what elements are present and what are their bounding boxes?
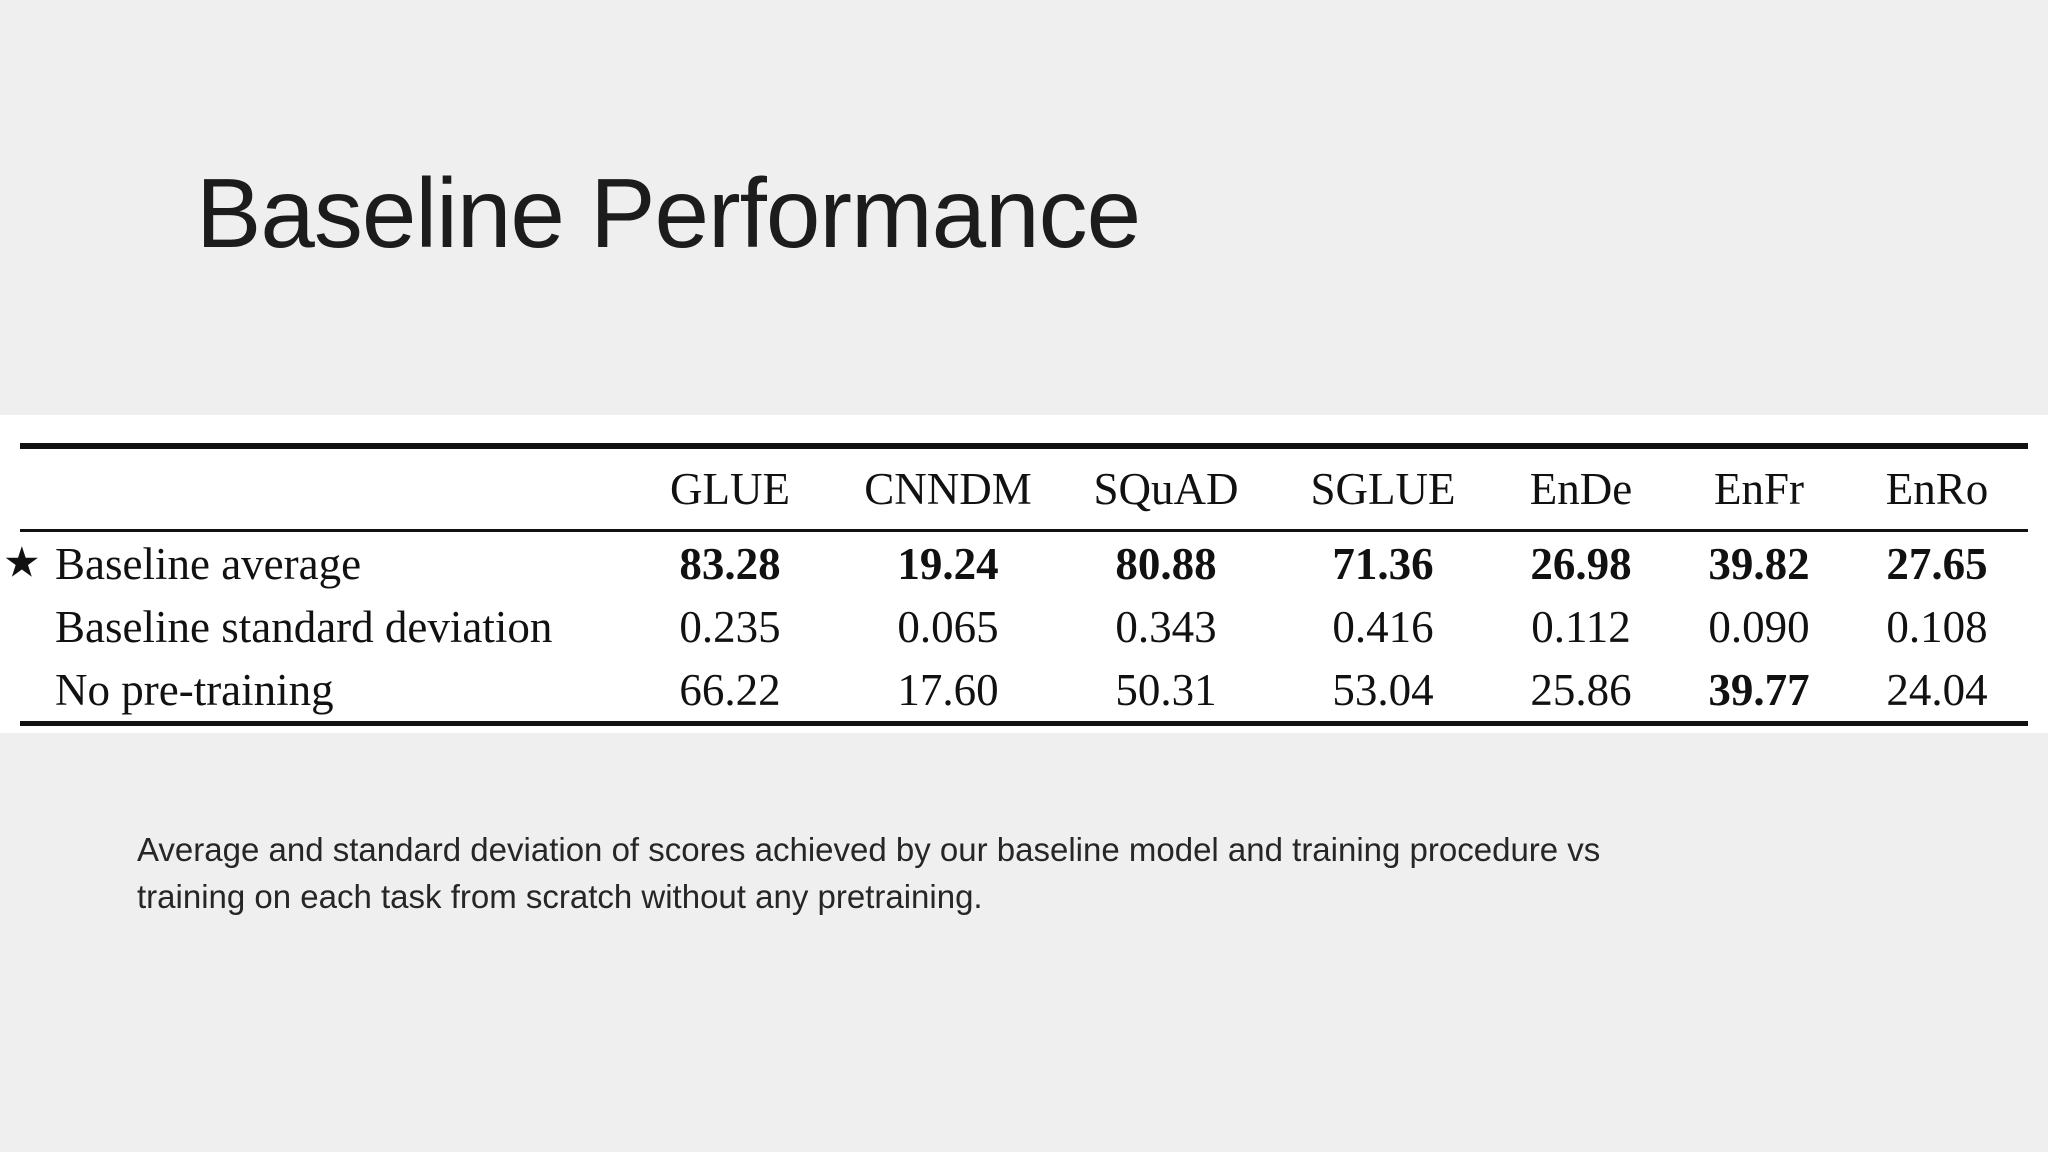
table-panel: GLUE CNNDM SQuAD SGLUE EnDe EnFr EnRo ★ … — [0, 415, 2048, 733]
cell-sglue: 53.04 — [1332, 664, 1434, 715]
cell-glue: 0.235 — [679, 601, 781, 652]
cell-sglue: 71.36 — [1332, 538, 1434, 589]
row-label: Baseline standard deviation — [55, 601, 553, 652]
table-row-baseline-average: ★ Baseline average 83.28 19.24 80.88 71.… — [3, 531, 2028, 596]
cell-enfr: 39.82 — [1708, 538, 1810, 589]
caption-line-1: Average and standard deviation of scores… — [137, 831, 1601, 868]
table-row-no-pretraining: No pre-training 66.22 17.60 50.31 53.04 … — [20, 658, 2028, 724]
row-label-cell: ★ Baseline average — [3, 531, 620, 596]
table-row-baseline-stddev: Baseline standard deviation 0.235 0.065 … — [20, 595, 2028, 658]
column-header-sglue: SGLUE — [1276, 446, 1490, 532]
column-header-enro: EnRo — [1846, 446, 2028, 532]
cell-glue: 66.22 — [679, 664, 781, 715]
cell-cnndm: 17.60 — [897, 664, 999, 715]
cell-squad: 80.88 — [1115, 538, 1217, 589]
row-label: No pre-training — [55, 664, 334, 715]
cell-enfr: 39.77 — [1708, 664, 1810, 715]
cell-sglue: 0.416 — [1332, 601, 1434, 652]
cell-enro: 24.04 — [1886, 664, 1988, 715]
row-label: Baseline average — [55, 538, 362, 589]
column-header-ende: EnDe — [1490, 446, 1672, 532]
cell-ende: 26.98 — [1530, 538, 1632, 589]
star-icon: ★ — [3, 537, 41, 587]
column-header-cnndm: CNNDM — [840, 446, 1056, 532]
cell-enro: 27.65 — [1886, 538, 1988, 589]
cell-cnndm: 0.065 — [897, 601, 999, 652]
row-label-cell: Baseline standard deviation — [20, 595, 620, 658]
header-row: GLUE CNNDM SQuAD SGLUE EnDe EnFr EnRo — [20, 446, 2028, 532]
cell-ende: 25.86 — [1530, 664, 1632, 715]
column-header-enfr: EnFr — [1672, 446, 1846, 532]
column-header-glue: GLUE — [620, 446, 840, 532]
cell-glue: 83.28 — [679, 538, 781, 589]
cell-squad: 0.343 — [1115, 601, 1217, 652]
cell-ende: 0.112 — [1531, 601, 1631, 652]
cell-enfr: 0.090 — [1708, 601, 1810, 652]
cell-squad: 50.31 — [1115, 664, 1217, 715]
cell-enro: 0.108 — [1886, 601, 1988, 652]
caption-line-2: training on each task from scratch witho… — [137, 878, 983, 915]
cell-cnndm: 19.24 — [897, 538, 999, 589]
results-table: GLUE CNNDM SQuAD SGLUE EnDe EnFr EnRo ★ … — [3, 443, 2028, 726]
page-title: Baseline Performance — [196, 158, 1141, 268]
caption: Average and standard deviation of scores… — [137, 826, 1600, 920]
header-label-spacer — [20, 446, 620, 532]
row-label-cell: No pre-training — [20, 658, 620, 724]
column-header-squad: SQuAD — [1056, 446, 1276, 532]
